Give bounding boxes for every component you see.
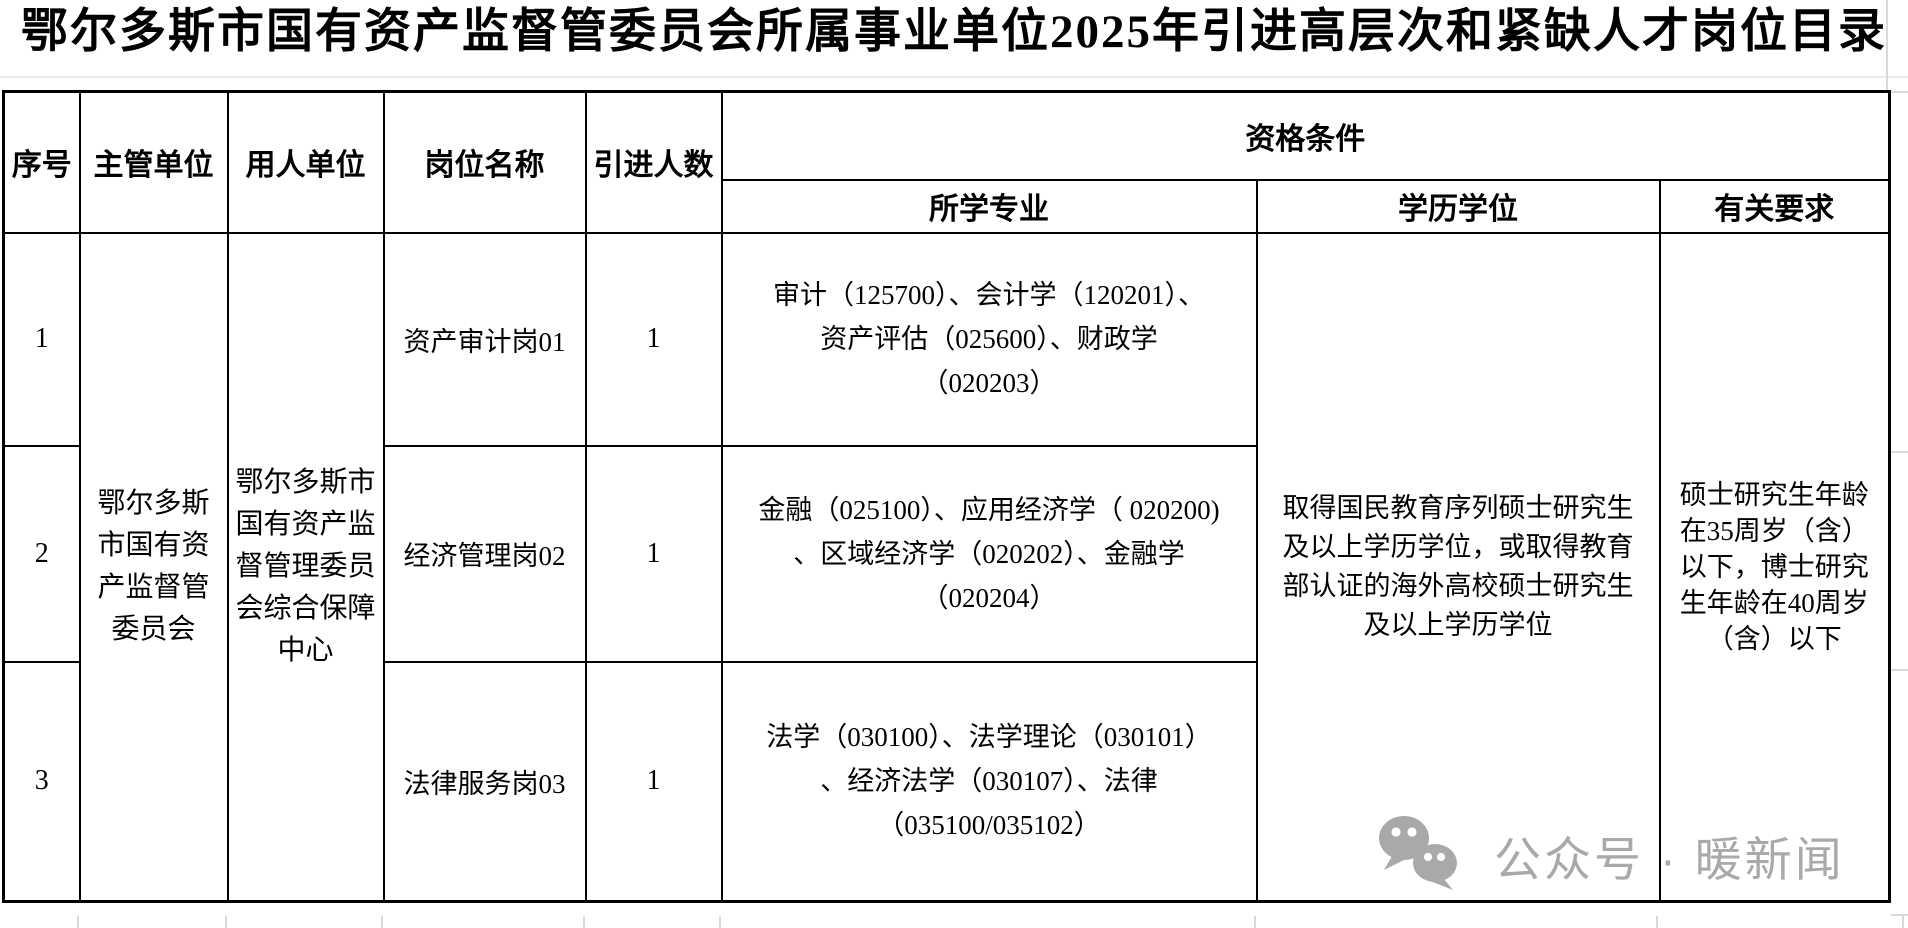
row1-intake-count: 1 — [584, 231, 723, 447]
header-requirements: 有关要求 — [1658, 178, 1891, 234]
employer-unit-cell: 鄂尔多斯市 国有资产监 督管理委员 会综合保障 中心 — [226, 231, 385, 903]
gridline — [1902, 916, 1904, 928]
gridline — [1656, 916, 1658, 928]
degree-requirement-cell: 取得国民教育序列硕士研究生 及以上学历学位，或取得教育 部认证的海外高校硕士研究… — [1255, 231, 1661, 903]
gridline — [381, 916, 383, 928]
row1-major: 审计（125700）、会计学（120201）、 资产评估（025600）、财政学… — [720, 231, 1258, 447]
other-requirements-cell: 硕士研究生年龄 在35周岁（含） 以下，博士研究 生年龄在40周岁 （含）以下 — [1658, 231, 1891, 903]
table-row-1: 1 鄂尔多斯 市国有资 产监督管 委员会 鄂尔多斯市 国有资产监 督管理委员 会… — [2, 231, 1891, 903]
gridline — [0, 76, 1908, 78]
gridline — [1254, 916, 1256, 928]
gridline — [719, 916, 721, 928]
gridline — [1886, 0, 1888, 90]
gridline — [225, 916, 227, 928]
header-intake-count: 引进人数 — [584, 90, 723, 234]
table-row-3: 3 法律服务岗03 1 法学（030100）、法学理论（030101） 、经济法… — [2, 660, 1890, 903]
header-index: 序号 — [2, 90, 81, 234]
header-qualifications: 资格条件 — [720, 90, 1891, 181]
row2-position-name: 经济管理岗02 — [382, 444, 587, 663]
gridline — [1891, 451, 1908, 453]
gridline — [1891, 669, 1908, 671]
row3-position-name: 法律服务岗03 — [382, 660, 587, 903]
row1-position-name: 资产审计岗01 — [382, 231, 587, 447]
position-roster-table: 序号 主管单位 用人单位 岗位名称 引进人数 资格条件 所学专业 学历学位 有关… — [2, 90, 1892, 903]
header-employer-unit: 用人单位 — [226, 90, 385, 234]
header-major: 所学专业 — [720, 178, 1258, 234]
gridline — [1891, 914, 1908, 916]
gridline — [1891, 91, 1908, 93]
table-header-row-sub: 所学专业 学历学位 有关要求 — [4, 178, 1891, 234]
header-degree: 学历学位 — [1255, 178, 1661, 234]
table-row-2: 2 经济管理岗02 1 金融（025100）、应用经济学（ 020200) 、区… — [2, 444, 1890, 663]
header-position-name: 岗位名称 — [382, 90, 587, 234]
supervisor-unit-cell: 鄂尔多斯 市国有资 产监督管 委员会 — [78, 231, 229, 903]
row3-intake-count: 1 — [584, 660, 723, 903]
row2-major: 金融（025100）、应用经济学（ 020200) 、区域经济学（020202）… — [720, 444, 1258, 663]
row3-index: 3 — [2, 660, 81, 903]
row3-major: 法学（030100）、法学理论（030101） 、经济法学（030107）、法律… — [720, 660, 1258, 903]
page-title: 鄂尔多斯市国有资产监督管委员会所属事业单位2025年引进高层次和紧缺人才岗位目录 — [21, 6, 1887, 58]
row2-index: 2 — [2, 444, 81, 663]
header-supervisor-unit: 主管单位 — [78, 90, 229, 234]
row1-index: 1 — [2, 231, 81, 447]
table-header-row-top: 序号 主管单位 用人单位 岗位名称 引进人数 资格条件 — [2, 90, 1891, 234]
gridline — [77, 916, 79, 928]
row2-intake-count: 1 — [584, 444, 723, 663]
gridline — [583, 916, 585, 928]
